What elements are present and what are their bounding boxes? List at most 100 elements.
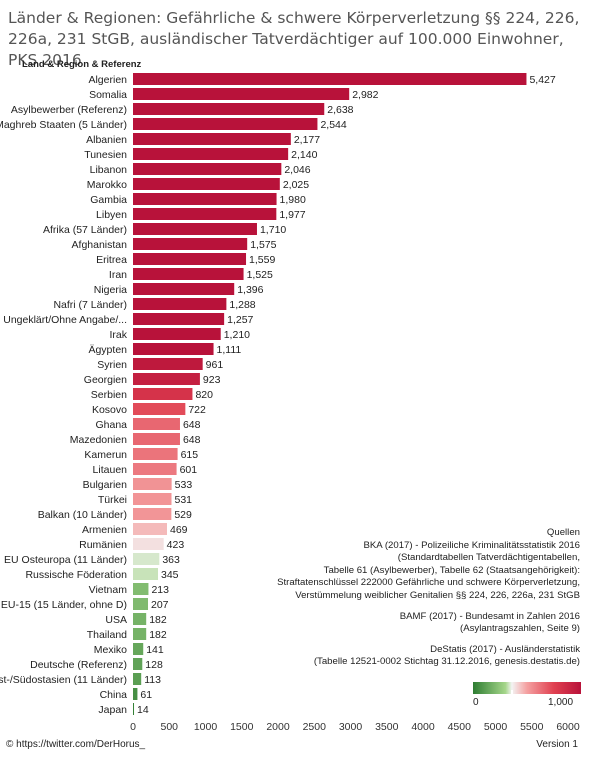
value-label: 1,525 [247, 269, 273, 281]
category-label: Albanien [86, 134, 127, 146]
bar [133, 403, 186, 415]
category-label: Litauen [93, 464, 128, 476]
category-label: Algerien [88, 74, 127, 86]
bars-group [133, 73, 527, 715]
color-scale-min-label: 0 [473, 697, 479, 708]
bar [133, 538, 164, 550]
credit-link[interactable]: © https://twitter.com/DerHorus_ [6, 739, 146, 750]
bar [133, 223, 257, 235]
category-label: EU-15 (15 Länder, ohne D) [1, 599, 127, 611]
value-label: 648 [183, 434, 201, 446]
value-label: 923 [203, 374, 221, 386]
x-tick-label: 500 [160, 721, 178, 733]
x-axis-ticks: 0 500 1000 1500 2000 2500 3000 3500 4000 4500 5000… [130, 721, 580, 733]
bar [133, 238, 248, 250]
category-label: Ghana [95, 419, 127, 431]
bar [133, 688, 138, 700]
bar [133, 673, 142, 685]
category-label: Maghreb Staaten (5 Länder) [0, 119, 127, 131]
category-label: Bulgarien [83, 479, 128, 491]
value-label: 961 [206, 359, 224, 371]
value-label: 128 [145, 659, 163, 671]
x-tick-label: 1000 [194, 721, 218, 733]
category-label: Tunesien [84, 149, 127, 161]
value-label: 1,111 [217, 344, 242, 356]
bar [133, 193, 277, 205]
value-label: 423 [167, 539, 185, 551]
bar [133, 118, 318, 130]
value-label: 182 [149, 614, 167, 626]
category-label: Somalia [89, 89, 127, 101]
bar [133, 433, 180, 445]
x-tick-label: 5500 [520, 721, 544, 733]
x-tick-label: 0 [130, 721, 136, 733]
bar [133, 163, 282, 175]
sources-block: Quellen BKA (2017) - Polizeiliche Krimin… [250, 527, 580, 669]
category-label: Ungeklärt/Ohne Angabe/... [3, 314, 127, 326]
value-label: 141 [146, 644, 164, 656]
value-label: 531 [174, 494, 192, 506]
category-label: Thailand [87, 629, 127, 641]
bar [133, 598, 149, 610]
value-label: 2,177 [294, 134, 320, 146]
value-label: 601 [180, 464, 198, 476]
bar [133, 283, 235, 295]
category-label: Nafri (7 Länder) [53, 299, 127, 311]
category-label: EU Osteuropa (11 Länder) [4, 554, 127, 566]
bar [133, 613, 147, 625]
bar [133, 373, 200, 385]
category-label: Libyen [96, 209, 127, 221]
category-label: Serbien [91, 389, 127, 401]
bar [133, 703, 135, 715]
value-label: 2,140 [291, 149, 317, 161]
source-line: Straftatenschlüssel 222000 Gefährliche u… [277, 577, 580, 589]
source-line: (Asylantragszahlen, Seite 9) [460, 623, 580, 635]
value-label: 1,288 [229, 299, 255, 311]
bar [133, 523, 168, 535]
source-line: BKA (2017) - Polizeiliche Kriminalitätss… [363, 539, 581, 551]
bar [133, 268, 244, 280]
value-label: 1,575 [250, 239, 276, 251]
bar [133, 583, 149, 595]
x-tick-label: 3500 [375, 721, 399, 733]
bar [133, 553, 160, 565]
bar [133, 178, 280, 190]
bar [133, 133, 291, 145]
value-label: 820 [195, 389, 213, 401]
x-tick-label: 4500 [448, 721, 472, 733]
value-label: 1,210 [224, 329, 250, 341]
source-line: Verstümmelung weiblicher Genitalien §§ 2… [295, 589, 580, 601]
source-line: (Tabelle 12521-0002 Stichtag 31.12.2016,… [313, 656, 580, 668]
bar [133, 628, 147, 640]
bar [133, 208, 277, 220]
chart-title: Länder & Regionen: Gefährliche & schwere… [8, 9, 580, 69]
sources-heading: Quellen [546, 527, 580, 538]
value-label: 1,977 [279, 209, 305, 221]
category-label: Nigeria [94, 284, 127, 296]
bar [133, 493, 172, 505]
value-label: 345 [161, 569, 179, 581]
x-tick-label: 2000 [266, 721, 290, 733]
category-label: Afrika (57 Länder) [43, 224, 127, 236]
source-line: Tabelle 61 (Asylbewerber), Tabelle 62 (S… [323, 564, 580, 576]
category-label: Türkei [98, 494, 127, 506]
bar [133, 568, 159, 580]
bar [133, 88, 350, 100]
bar [133, 73, 527, 85]
bar [133, 103, 325, 115]
value-label: 648 [183, 419, 201, 431]
category-label: Kosovo [92, 404, 127, 416]
category-label: Irak [109, 329, 127, 341]
color-scale-legend [473, 682, 581, 694]
bar [133, 388, 193, 400]
x-tick-label: 6000 [556, 721, 580, 733]
value-label: 1,559 [249, 254, 275, 266]
category-label: Vietnam [89, 584, 128, 596]
source-entry: DeStatis (2017) - Ausländerstatistik (Tab… [250, 644, 580, 669]
source-entry: BAMF (2017) - Bundesamt in Zahlen 2016 (A… [250, 611, 580, 636]
x-tick-label: 1500 [230, 721, 254, 733]
x-tick-label: 5000 [484, 721, 508, 733]
bar [133, 658, 143, 670]
category-label: Kamerun [84, 449, 127, 461]
